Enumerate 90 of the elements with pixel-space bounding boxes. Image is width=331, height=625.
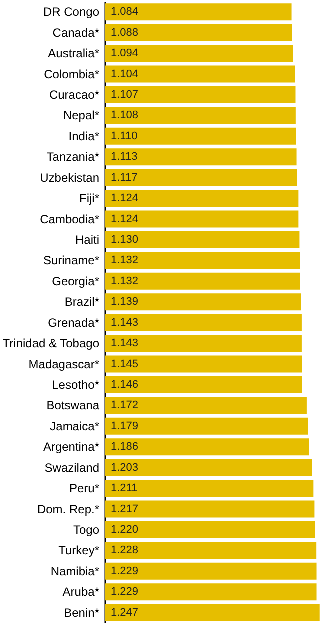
data-label: 1.132 [111,254,139,267]
data-label: 1.229 [111,586,139,598]
y-tick-label: Georgia* [52,274,100,288]
data-label: 1.113 [111,151,138,164]
bar [105,438,310,456]
data-label: 1.084 [111,6,139,18]
y-tick-label: Nepal* [63,108,100,123]
bar [105,562,317,580]
bar [105,542,317,560]
bar [105,397,307,414]
y-tick-label: Lesotho* [52,378,100,392]
data-label: 1.203 [111,462,139,474]
data-label: 1.117 [111,172,138,184]
data-label: 1.211 [111,482,138,495]
bar [105,294,302,311]
y-tick-label: Benin* [64,606,100,620]
data-label: 1.139 [111,296,139,308]
y-tick-label: Peru* [69,482,100,496]
data-label: 1.107 [111,89,139,102]
bar [105,459,312,476]
data-label: 1.130 [111,234,139,246]
bar [105,376,302,394]
bar [105,335,302,352]
data-label: 1.146 [111,379,139,391]
bar [105,252,300,270]
bar [105,45,294,62]
data-label: 1.104 [111,68,139,80]
y-tick-label: Uzbekistan [40,170,100,185]
data-label: 1.247 [111,606,139,619]
y-tick-label: Canada* [52,26,100,40]
bar [105,356,302,373]
y-tick-label: Grenada* [48,316,100,330]
bar [105,210,299,228]
data-label: 1.229 [111,565,139,578]
data-label: 1.186 [111,441,139,454]
data-label: 1.088 [111,26,139,39]
data-label: 1.172 [111,400,139,412]
y-tick-label: Madagascar* [28,357,100,372]
data-label: 1.143 [111,338,139,350]
data-label: 1.108 [111,110,139,122]
bar [105,24,292,42]
bar [105,4,292,21]
y-tick-label: Botswana [46,398,100,413]
data-label: 1.217 [111,503,139,516]
y-tick-label: Turkey* [58,544,100,558]
y-tick-label: DR Congo [43,5,100,20]
y-tick-label: Togo [73,522,100,537]
data-label: 1.220 [111,524,139,536]
bar [105,169,298,186]
data-label: 1.179 [111,420,139,432]
data-label: 1.124 [111,192,139,205]
bar [105,107,296,124]
y-tick-label: Argentina* [43,440,100,454]
y-tick-label: Namibia* [50,564,100,578]
y-tick-label: Jamaica* [50,419,100,434]
data-label: 1.143 [111,316,139,329]
y-tick-label: Suriname* [43,254,100,268]
data-label: 1.132 [111,275,139,288]
bar [105,272,300,290]
bar [105,521,316,538]
data-label: 1.094 [111,48,139,60]
bar [105,148,297,166]
bar [105,418,308,435]
y-tick-label: Fiji* [80,192,100,206]
y-tick-label: Swaziland [44,460,100,475]
y-tick-label: Colombia* [44,67,100,82]
data-label: 1.228 [111,544,139,557]
data-label: 1.124 [111,213,139,226]
y-tick-label: Brazil* [64,295,100,310]
bar [105,66,296,83]
y-tick-label: Dom. Rep.* [37,502,100,516]
bar [105,314,302,332]
bar [105,584,317,601]
bar [105,232,300,248]
y-tick-label: Trinidad & Tobago [2,336,100,351]
bar [105,604,320,622]
bar [105,500,315,518]
bar [105,86,296,104]
y-tick-label: Haiti [75,233,100,247]
bar [105,480,314,498]
bar [105,190,299,208]
y-tick-label: Australia* [48,46,100,61]
y-tick-label: Aruba* [62,585,100,600]
data-label: 1.145 [111,358,139,370]
data-label: 1.110 [111,130,138,142]
y-tick-label: India* [68,129,100,144]
bar [105,128,296,145]
y-tick-label: Cambodia* [40,212,100,226]
y-tick-label: Curacao* [49,88,100,102]
y-tick-label: Tanzania* [46,150,100,164]
